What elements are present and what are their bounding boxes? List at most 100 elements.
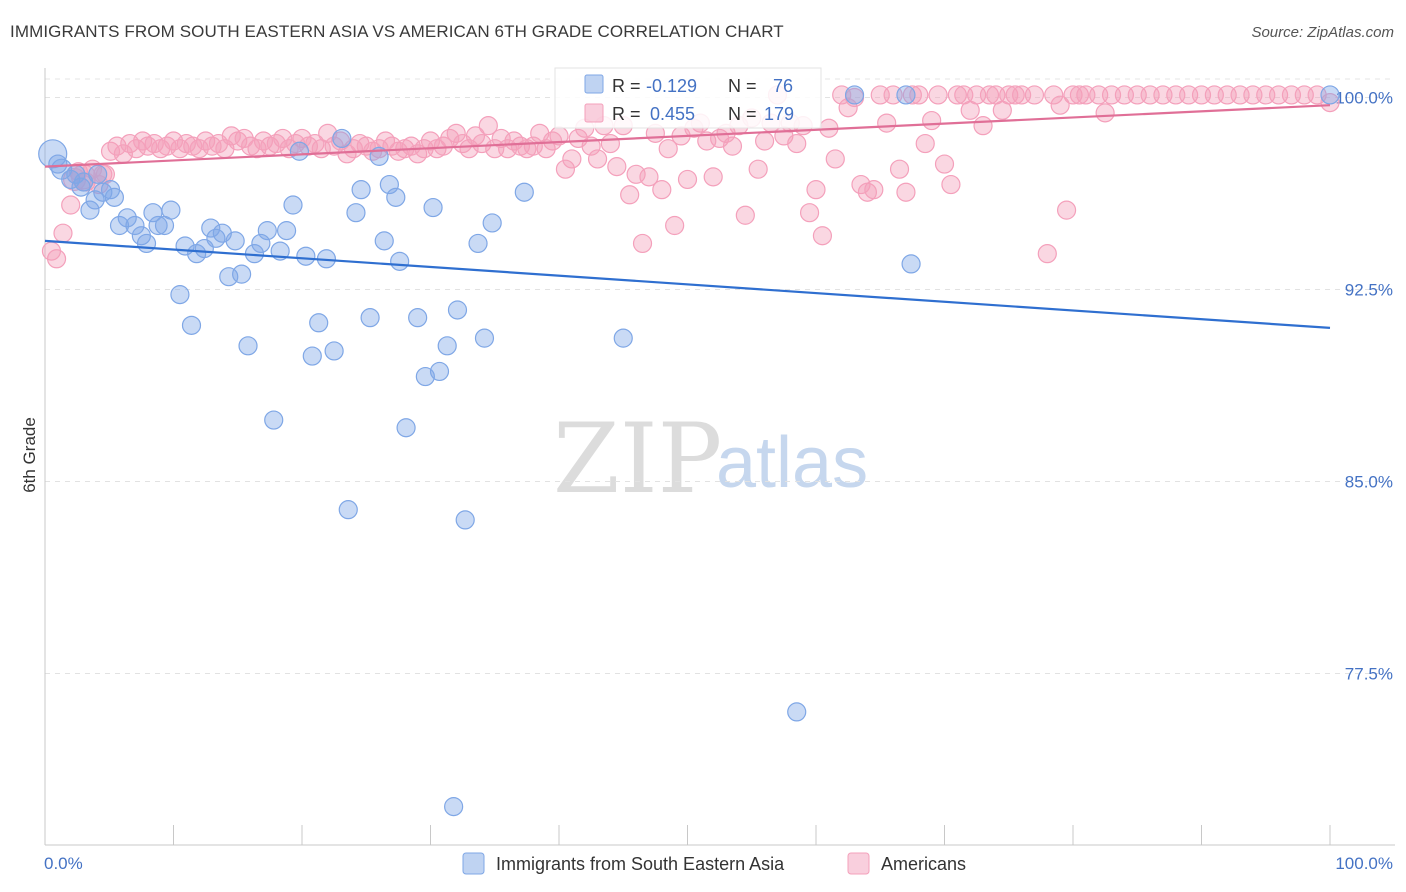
immigrants-point xyxy=(351,180,371,200)
watermark-zip: ZIP xyxy=(553,403,722,515)
americans-point xyxy=(851,174,871,195)
immigrants-point xyxy=(136,233,157,254)
americans-point xyxy=(472,133,492,154)
stats-n-label-americans: N = xyxy=(728,104,757,124)
immigrants-point xyxy=(374,231,394,251)
americans-point xyxy=(941,174,961,195)
americans-point xyxy=(234,128,254,149)
immigrants-point xyxy=(80,200,100,220)
immigrants-point xyxy=(482,213,502,233)
immigrants-point xyxy=(787,702,807,722)
americans-point xyxy=(947,85,967,105)
americans-point xyxy=(555,159,576,179)
trend-lines xyxy=(44,104,1331,329)
americans-point xyxy=(979,85,1000,105)
immigrants-point xyxy=(455,510,475,530)
americans-point xyxy=(639,167,659,187)
americans-point xyxy=(665,215,685,236)
immigrants-point xyxy=(332,128,352,149)
immigrants-point xyxy=(48,154,68,174)
americans-point xyxy=(337,144,357,164)
immigrants-point xyxy=(125,215,145,236)
immigrants-point xyxy=(423,197,443,218)
americans-point xyxy=(1050,95,1070,115)
y-tick-label: 92.5% xyxy=(1345,281,1393,300)
americans-point xyxy=(46,249,67,269)
americans-point xyxy=(889,159,910,179)
immigrants-point xyxy=(338,500,358,520)
immigrants-point xyxy=(429,361,450,382)
immigrants-point xyxy=(613,328,633,348)
immigrants-point xyxy=(257,221,277,241)
americans-point xyxy=(928,85,948,105)
americans-point xyxy=(1069,85,1090,105)
stats-r-label-americans: R = xyxy=(612,104,641,124)
x-tick-labels: 0.0% 100.0% xyxy=(44,854,1393,873)
americans-point xyxy=(806,180,826,200)
immigrants-point xyxy=(1320,85,1340,105)
immigrants-point xyxy=(181,315,202,335)
y-tick-label: 85.0% xyxy=(1345,473,1393,492)
immigrants-point xyxy=(468,233,488,254)
americans-point xyxy=(1044,85,1064,105)
chart-title: IMMIGRANTS FROM SOUTH EASTERN ASIA VS AM… xyxy=(10,22,784,41)
immigrants-point xyxy=(206,228,226,248)
immigrants-point xyxy=(148,215,168,236)
americans-point xyxy=(1005,85,1025,105)
immigrants-point xyxy=(117,208,137,228)
y-tick-label: 77.5% xyxy=(1345,665,1393,684)
immigrants-point xyxy=(264,410,284,430)
stats-swatch-americans xyxy=(584,103,604,123)
immigrants-point xyxy=(104,187,124,207)
immigrants-point xyxy=(71,177,91,197)
americans-point xyxy=(587,149,608,169)
axes xyxy=(44,68,1395,846)
stats-n-value-americans: 179 xyxy=(764,104,794,124)
americans-point xyxy=(536,139,556,159)
immigrants-point xyxy=(85,190,105,210)
legend-label-americans: Americans xyxy=(881,854,966,874)
americans-point xyxy=(722,136,743,156)
immigrants-point xyxy=(296,246,316,266)
immigrants-point xyxy=(289,141,310,161)
americans-point xyxy=(420,131,441,151)
americans-point xyxy=(735,205,755,225)
immigrants-point xyxy=(73,172,94,192)
series-legend: Immigrants from South Eastern Asia Ameri… xyxy=(462,852,966,875)
americans-point xyxy=(1024,85,1045,105)
immigrants-point xyxy=(238,336,258,356)
americans-point xyxy=(864,180,884,200)
legend-swatch-immigrants xyxy=(462,852,485,875)
y-tick-label: 100.0% xyxy=(1335,89,1393,108)
americans-point xyxy=(973,116,993,136)
stats-n-label-immigrants: N = xyxy=(728,76,757,96)
x-tick-label-max: 100.0% xyxy=(1335,854,1393,873)
americans-point xyxy=(465,126,486,146)
americans-point xyxy=(902,85,922,105)
immigrants-point xyxy=(901,254,921,274)
immigrants-point xyxy=(93,182,113,202)
americans-point xyxy=(934,154,955,174)
americans-point xyxy=(620,185,640,205)
immigrants-point xyxy=(276,221,297,241)
stats-swatch-immigrants xyxy=(584,74,604,94)
americans-point xyxy=(652,180,672,200)
stats-legend: R = -0.129 N = 76 R = 0.455 N = 179 xyxy=(554,67,822,129)
americans-point xyxy=(600,133,621,154)
immigrants-point xyxy=(896,85,916,105)
immigrants-point xyxy=(38,139,68,169)
americans-point xyxy=(754,131,775,151)
immigrants-point xyxy=(225,231,245,251)
americans-point xyxy=(825,149,845,169)
immigrants-point xyxy=(170,285,190,305)
gridlines xyxy=(45,78,1395,674)
americans-point xyxy=(658,139,678,159)
immigrants-point xyxy=(324,341,344,361)
immigrants-point xyxy=(447,300,468,320)
americans-point xyxy=(446,123,466,143)
immigrants-point xyxy=(386,187,406,207)
immigrants-point xyxy=(161,200,181,220)
immigrants-point xyxy=(201,218,221,238)
americans-point xyxy=(1095,103,1115,123)
